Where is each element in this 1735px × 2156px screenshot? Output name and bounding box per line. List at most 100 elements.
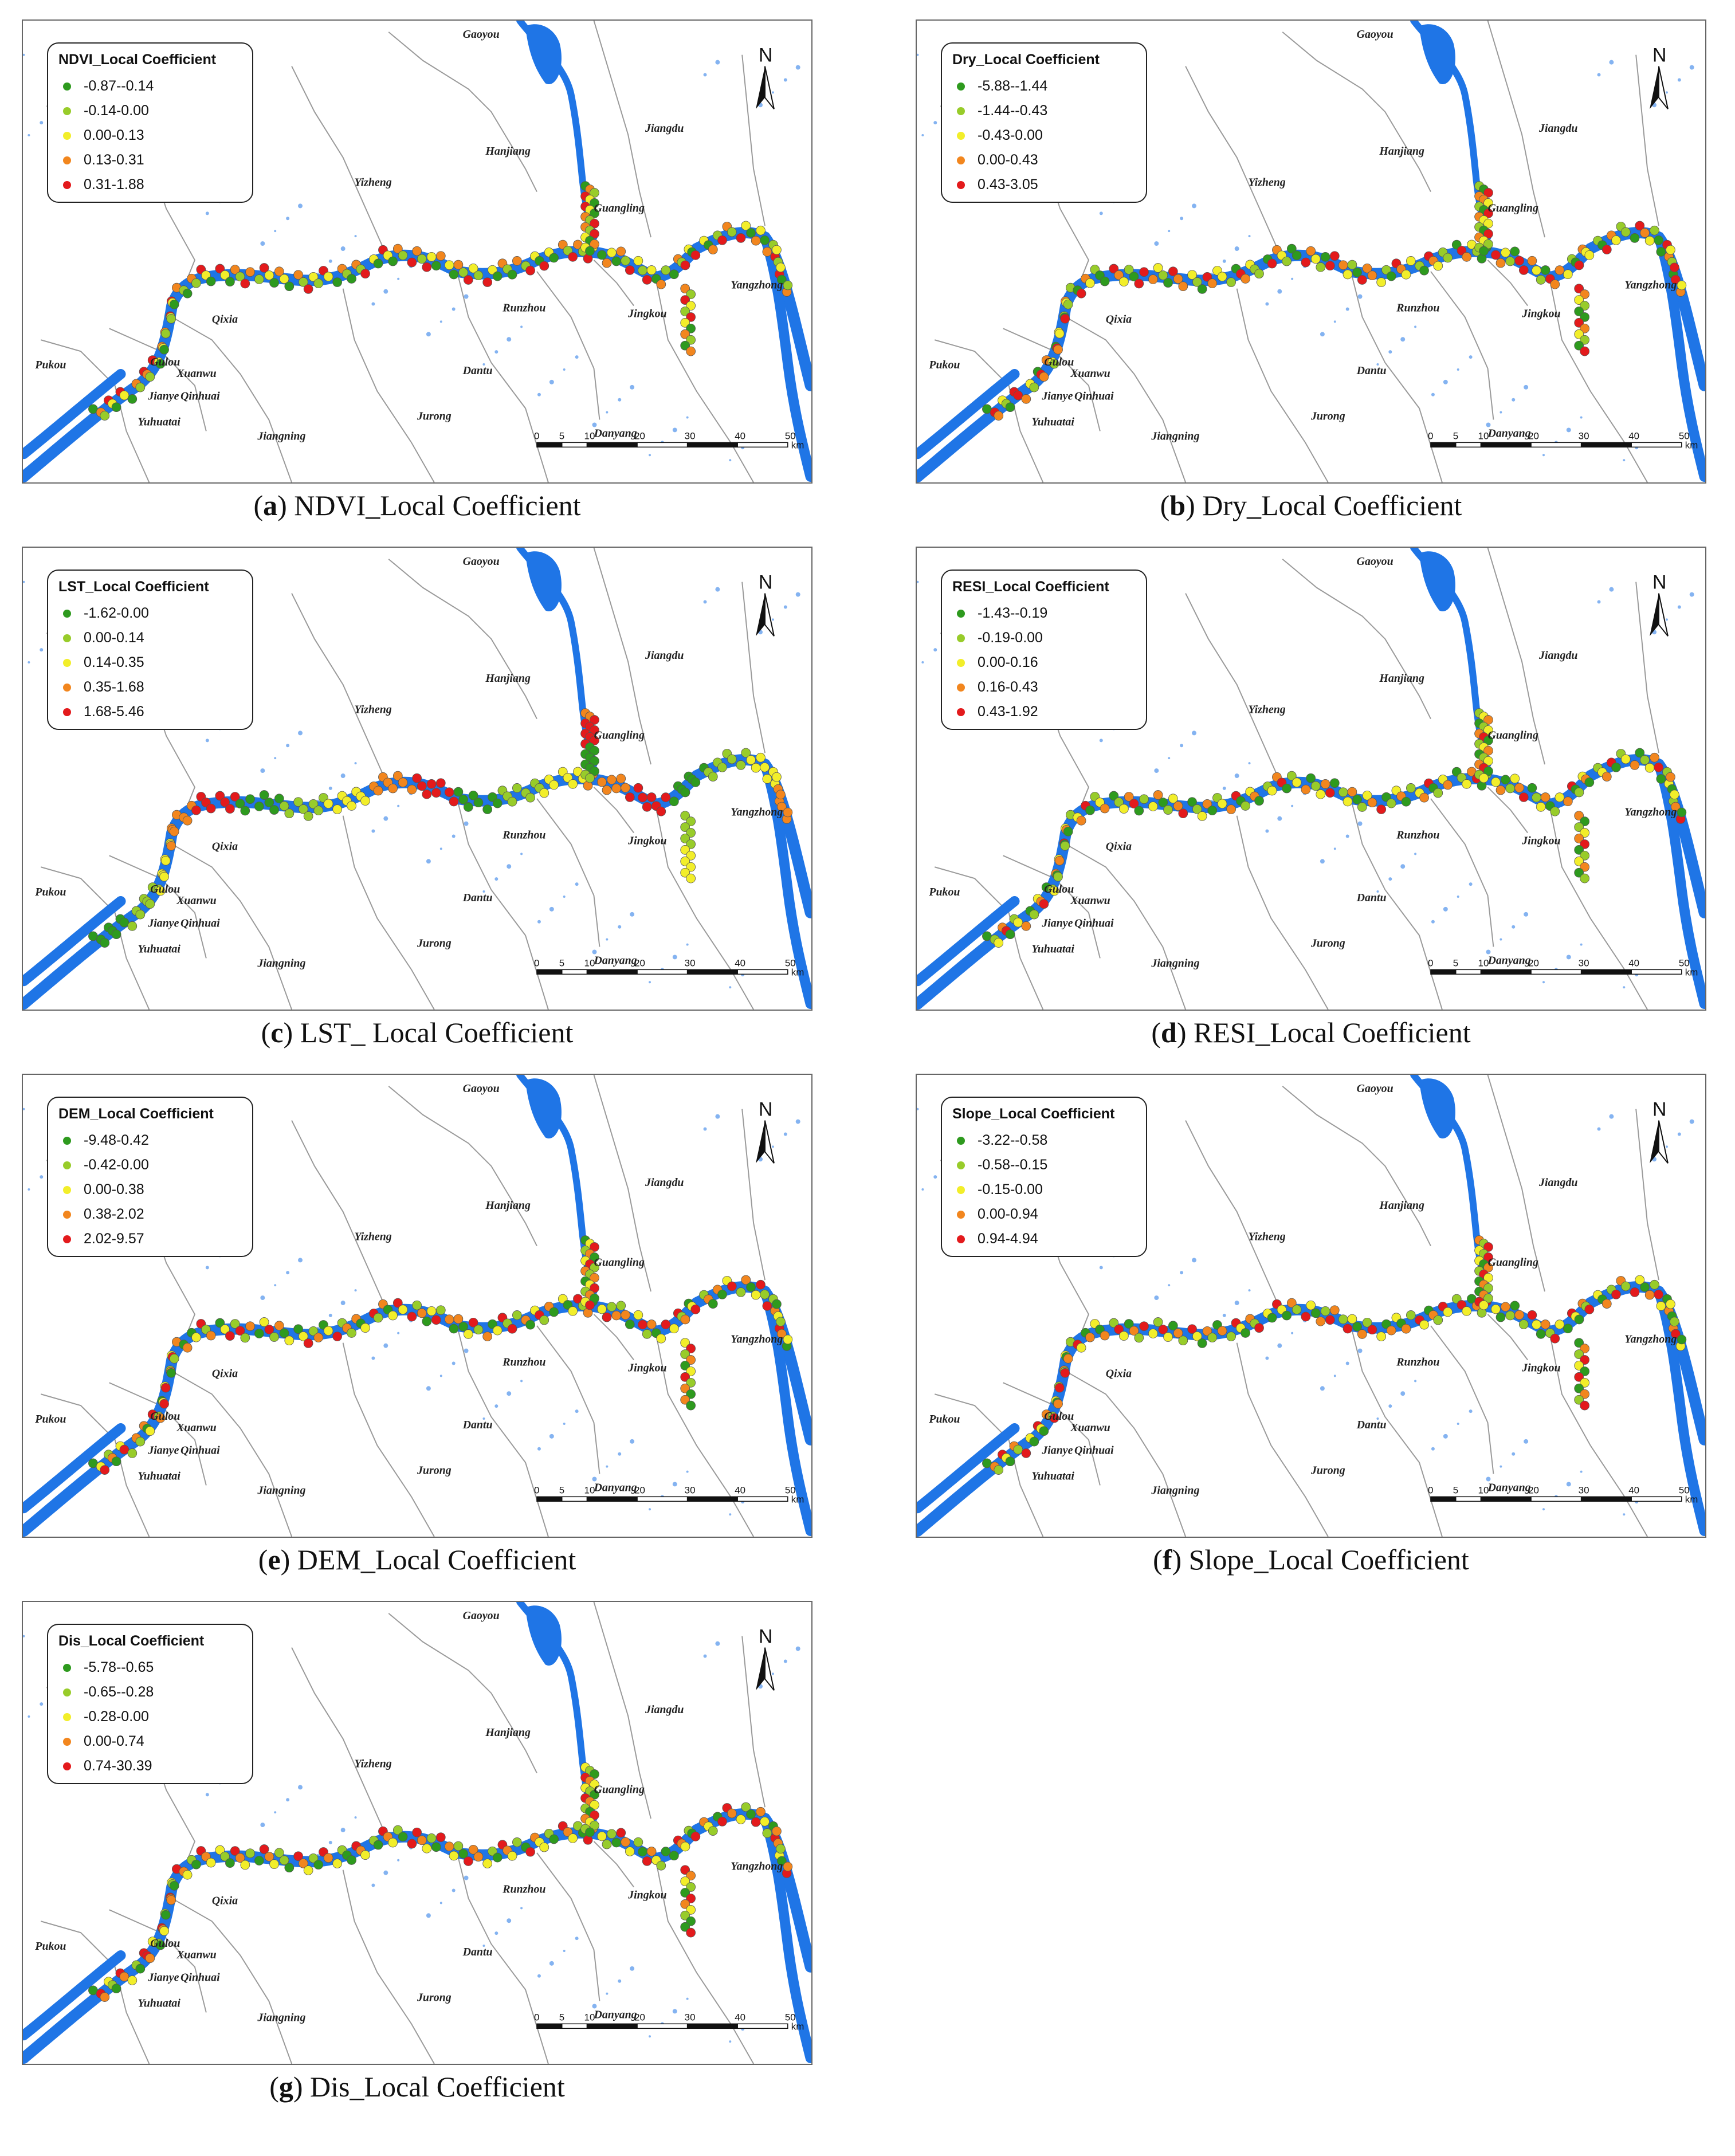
sample-point: [1580, 1355, 1589, 1365]
sample-point: [1574, 1338, 1584, 1348]
legend: DEM_Local Coefficient -9.48-0.42 -0.42-0.0…: [47, 1097, 253, 1257]
scale-tick-label: 5: [1453, 957, 1458, 968]
sample-point: [1362, 1318, 1372, 1328]
sample-point: [507, 1324, 517, 1334]
sample-point: [760, 1816, 770, 1827]
sample-point: [1021, 921, 1031, 931]
sample-point: [1620, 227, 1631, 237]
place-label: Gulou: [1044, 883, 1074, 896]
water-body: [397, 804, 400, 807]
district-boundary: [536, 798, 600, 947]
water-body: [1376, 890, 1379, 893]
sample-point: [616, 246, 626, 257]
district-boundary: [1065, 316, 1187, 482]
legend-dot-icon: [63, 156, 71, 164]
water-body: [686, 943, 689, 946]
water-body: [328, 786, 332, 790]
water-body: [298, 1785, 303, 1790]
sample-point: [182, 288, 193, 299]
sample-point: [783, 1862, 793, 1872]
sample-point: [994, 938, 1004, 948]
sample-point: [1386, 798, 1396, 808]
sample-point: [1338, 1314, 1348, 1325]
legend-dot-icon: [63, 708, 71, 716]
panel-caption: (b) Dry_Local Coefficient: [1160, 489, 1462, 521]
sample-point: [1580, 335, 1589, 345]
scale-bar-segment: [686, 2023, 738, 2029]
water-body: [549, 1961, 554, 1966]
legend-label: 1.68-5.46: [84, 704, 144, 720]
legend-dot-icon: [957, 82, 965, 91]
sample-point: [1139, 794, 1149, 804]
sample-point: [1320, 779, 1330, 789]
water-body: [1609, 1114, 1614, 1119]
sample-point: [1163, 805, 1173, 815]
sample-point: [1207, 806, 1218, 815]
water-body: [23, 1635, 25, 1637]
place-label: Dantu: [462, 364, 493, 377]
sample-point: [245, 1848, 255, 1859]
water-body: [1677, 605, 1681, 609]
place-label: Yizheng: [355, 1231, 392, 1243]
panel-caption: (c) LST_ Local Coefficient: [261, 1016, 574, 1048]
sample-point: [1381, 1319, 1391, 1329]
water-body: [494, 1931, 498, 1935]
sample-point: [1540, 792, 1550, 802]
sample-point: [686, 1882, 696, 1892]
sample-point: [590, 1769, 599, 1779]
legend-label: -1.62-0.00: [84, 605, 149, 621]
sample-point: [254, 1856, 264, 1866]
place-label: Jiangning: [257, 1484, 305, 1497]
sample-point: [468, 1318, 478, 1328]
water-body: [1542, 454, 1545, 457]
sample-point: [373, 1313, 383, 1323]
scale-bar-segment: [686, 969, 738, 975]
scale-bar-segment: [637, 2023, 688, 2029]
water-body: [274, 230, 277, 233]
water-body: [494, 1404, 498, 1408]
district-boundary: [1430, 1325, 1494, 1474]
sample-point: [1254, 269, 1264, 279]
sample-point: [259, 790, 269, 800]
sample-point: [1406, 256, 1416, 266]
sample-point: [332, 1332, 342, 1341]
water-body: [328, 259, 332, 263]
sample-point: [680, 295, 690, 305]
sample-point: [293, 1324, 303, 1334]
place-label: Guangling: [594, 729, 644, 741]
sample-point: [597, 1831, 607, 1841]
legend-item: 0.43-3.05: [952, 172, 1136, 197]
sample-point: [1630, 760, 1640, 770]
water-body: [1443, 379, 1448, 384]
north-arrow-icon: [1658, 593, 1669, 637]
north-arrow-icon: [764, 1120, 775, 1164]
sample-point: [717, 1289, 727, 1299]
sample-point: [293, 797, 303, 807]
legend-dot-icon: [63, 1762, 71, 1770]
water-body: [1234, 1301, 1239, 1306]
legend-label: -5.78--0.65: [84, 1659, 154, 1675]
sample-point: [1510, 773, 1520, 784]
sample-point: [264, 1325, 274, 1334]
sample-point: [549, 1307, 559, 1317]
water-body: [1469, 355, 1473, 359]
place-label: Jingkou: [627, 834, 666, 847]
water-body: [286, 1271, 290, 1275]
scale-bar-segment: [737, 442, 788, 448]
sample-point: [1325, 261, 1335, 271]
sample-point: [1510, 246, 1520, 257]
sample-point: [1654, 235, 1663, 245]
sample-point: [1574, 822, 1584, 832]
legend-item: -5.78--0.65: [58, 1655, 242, 1680]
sample-point: [166, 841, 176, 851]
sample-point: [1119, 804, 1129, 814]
place-label: Hanjiang: [1379, 672, 1424, 685]
water-body: [1566, 427, 1571, 433]
sample-point: [254, 802, 264, 811]
place-label: Hanjiang: [1379, 145, 1424, 158]
sample-point: [293, 270, 303, 280]
sample-point: [1433, 788, 1443, 798]
water-body: [1400, 337, 1406, 342]
scale-bar-segment: [1631, 1496, 1682, 1502]
north-arrow-icon: [1650, 66, 1659, 109]
